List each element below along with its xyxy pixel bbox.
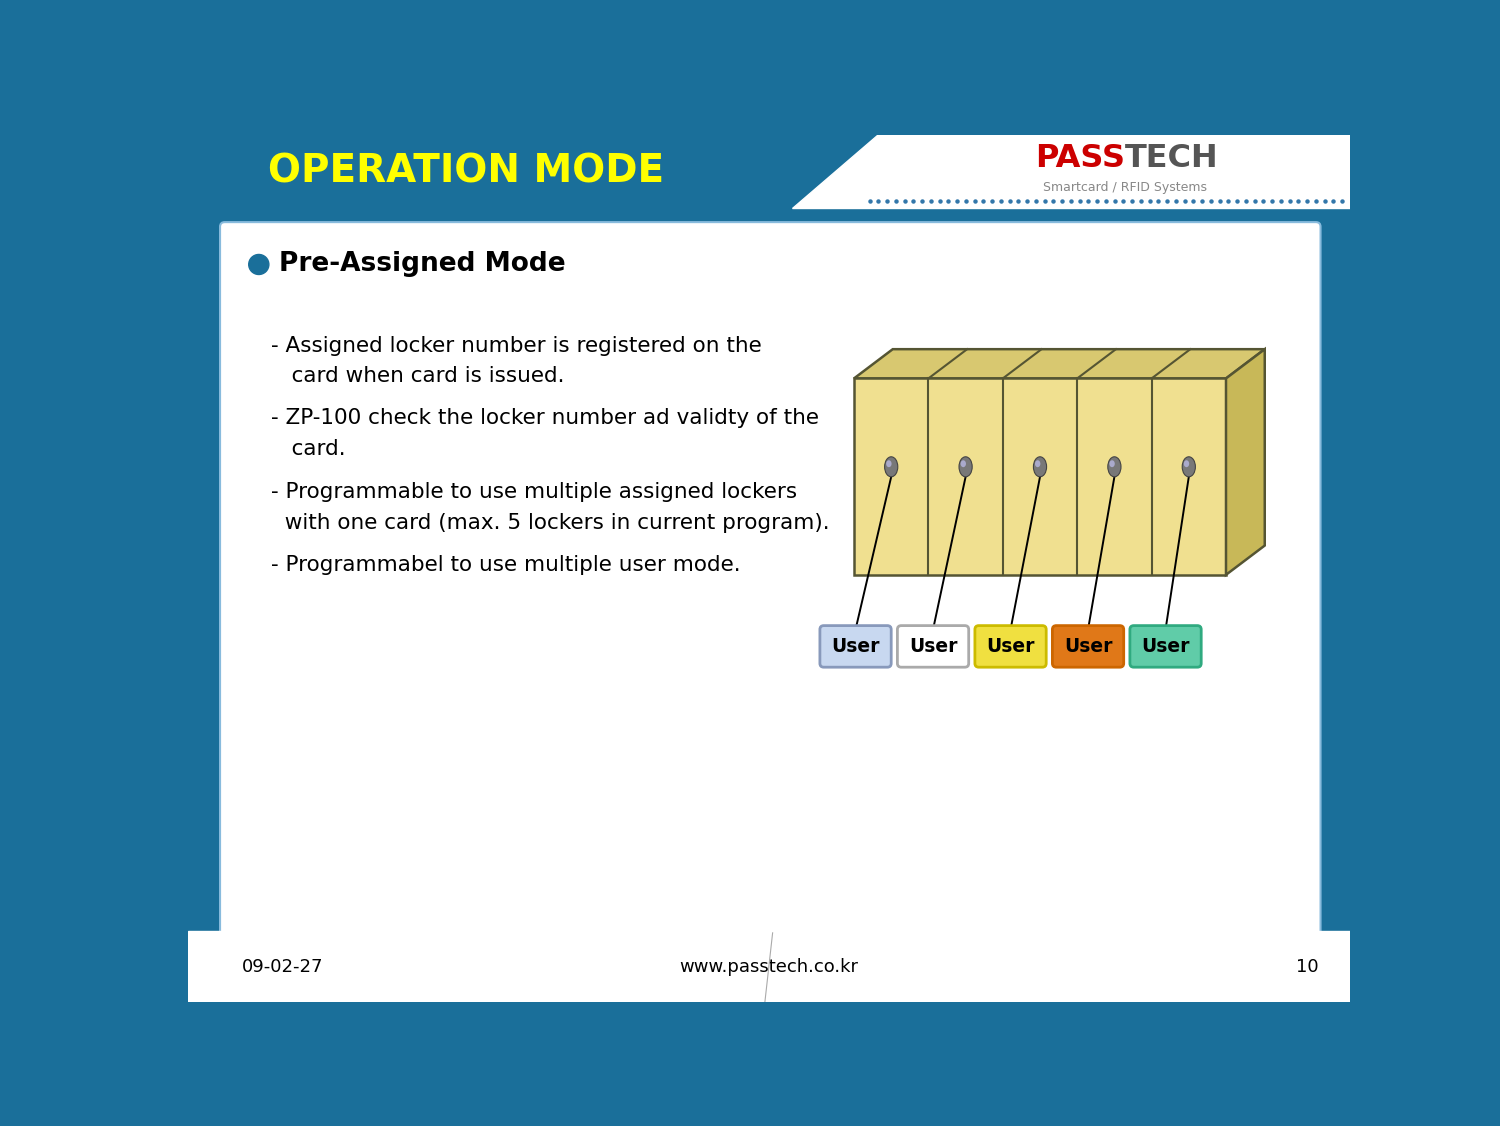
FancyBboxPatch shape bbox=[1130, 626, 1202, 668]
Text: 10: 10 bbox=[1296, 958, 1318, 976]
Polygon shape bbox=[792, 135, 1350, 208]
Bar bbox=[188, 135, 1350, 208]
Text: - Assigned locker number is registered on the: - Assigned locker number is registered o… bbox=[272, 336, 762, 356]
Ellipse shape bbox=[958, 457, 972, 476]
FancyBboxPatch shape bbox=[821, 626, 891, 668]
Ellipse shape bbox=[960, 461, 966, 467]
Text: Smartcard / RFID Systems: Smartcard / RFID Systems bbox=[1044, 181, 1208, 195]
FancyBboxPatch shape bbox=[975, 626, 1046, 668]
Bar bbox=[853, 378, 1226, 574]
Polygon shape bbox=[853, 349, 1264, 378]
FancyBboxPatch shape bbox=[897, 626, 969, 668]
FancyBboxPatch shape bbox=[1053, 626, 1124, 668]
FancyBboxPatch shape bbox=[220, 222, 1320, 936]
Ellipse shape bbox=[886, 461, 891, 467]
Polygon shape bbox=[1226, 349, 1264, 574]
Text: OPERATION MODE: OPERATION MODE bbox=[268, 153, 664, 190]
Text: PASS: PASS bbox=[1035, 143, 1125, 175]
Text: www.passtech.co.kr: www.passtech.co.kr bbox=[680, 958, 858, 976]
Ellipse shape bbox=[1110, 461, 1114, 467]
Ellipse shape bbox=[1184, 461, 1190, 467]
Bar bbox=[188, 931, 1350, 1002]
Text: Pre-Assigned Mode: Pre-Assigned Mode bbox=[279, 251, 566, 277]
Ellipse shape bbox=[1108, 457, 1120, 476]
Text: - Programmable to use multiple assigned lockers: - Programmable to use multiple assigned … bbox=[272, 482, 798, 502]
Text: 09-02-27: 09-02-27 bbox=[242, 958, 324, 976]
Text: card when card is issued.: card when card is issued. bbox=[272, 366, 564, 386]
Text: User: User bbox=[987, 637, 1035, 656]
Text: - Programmabel to use multiple user mode.: - Programmabel to use multiple user mode… bbox=[272, 555, 741, 574]
Ellipse shape bbox=[1035, 461, 1041, 467]
Ellipse shape bbox=[885, 457, 898, 476]
Text: with one card (max. 5 lockers in current program).: with one card (max. 5 lockers in current… bbox=[272, 513, 830, 534]
Text: card.: card. bbox=[272, 438, 346, 458]
Text: User: User bbox=[1142, 637, 1190, 656]
Text: - ZP-100 check the locker number ad validty of the: - ZP-100 check the locker number ad vali… bbox=[272, 409, 819, 429]
Ellipse shape bbox=[1034, 457, 1047, 476]
Text: User: User bbox=[831, 637, 880, 656]
Text: User: User bbox=[909, 637, 957, 656]
Text: User: User bbox=[1064, 637, 1113, 656]
Circle shape bbox=[249, 254, 268, 275]
Text: TECH: TECH bbox=[1125, 143, 1220, 175]
Ellipse shape bbox=[1182, 457, 1196, 476]
